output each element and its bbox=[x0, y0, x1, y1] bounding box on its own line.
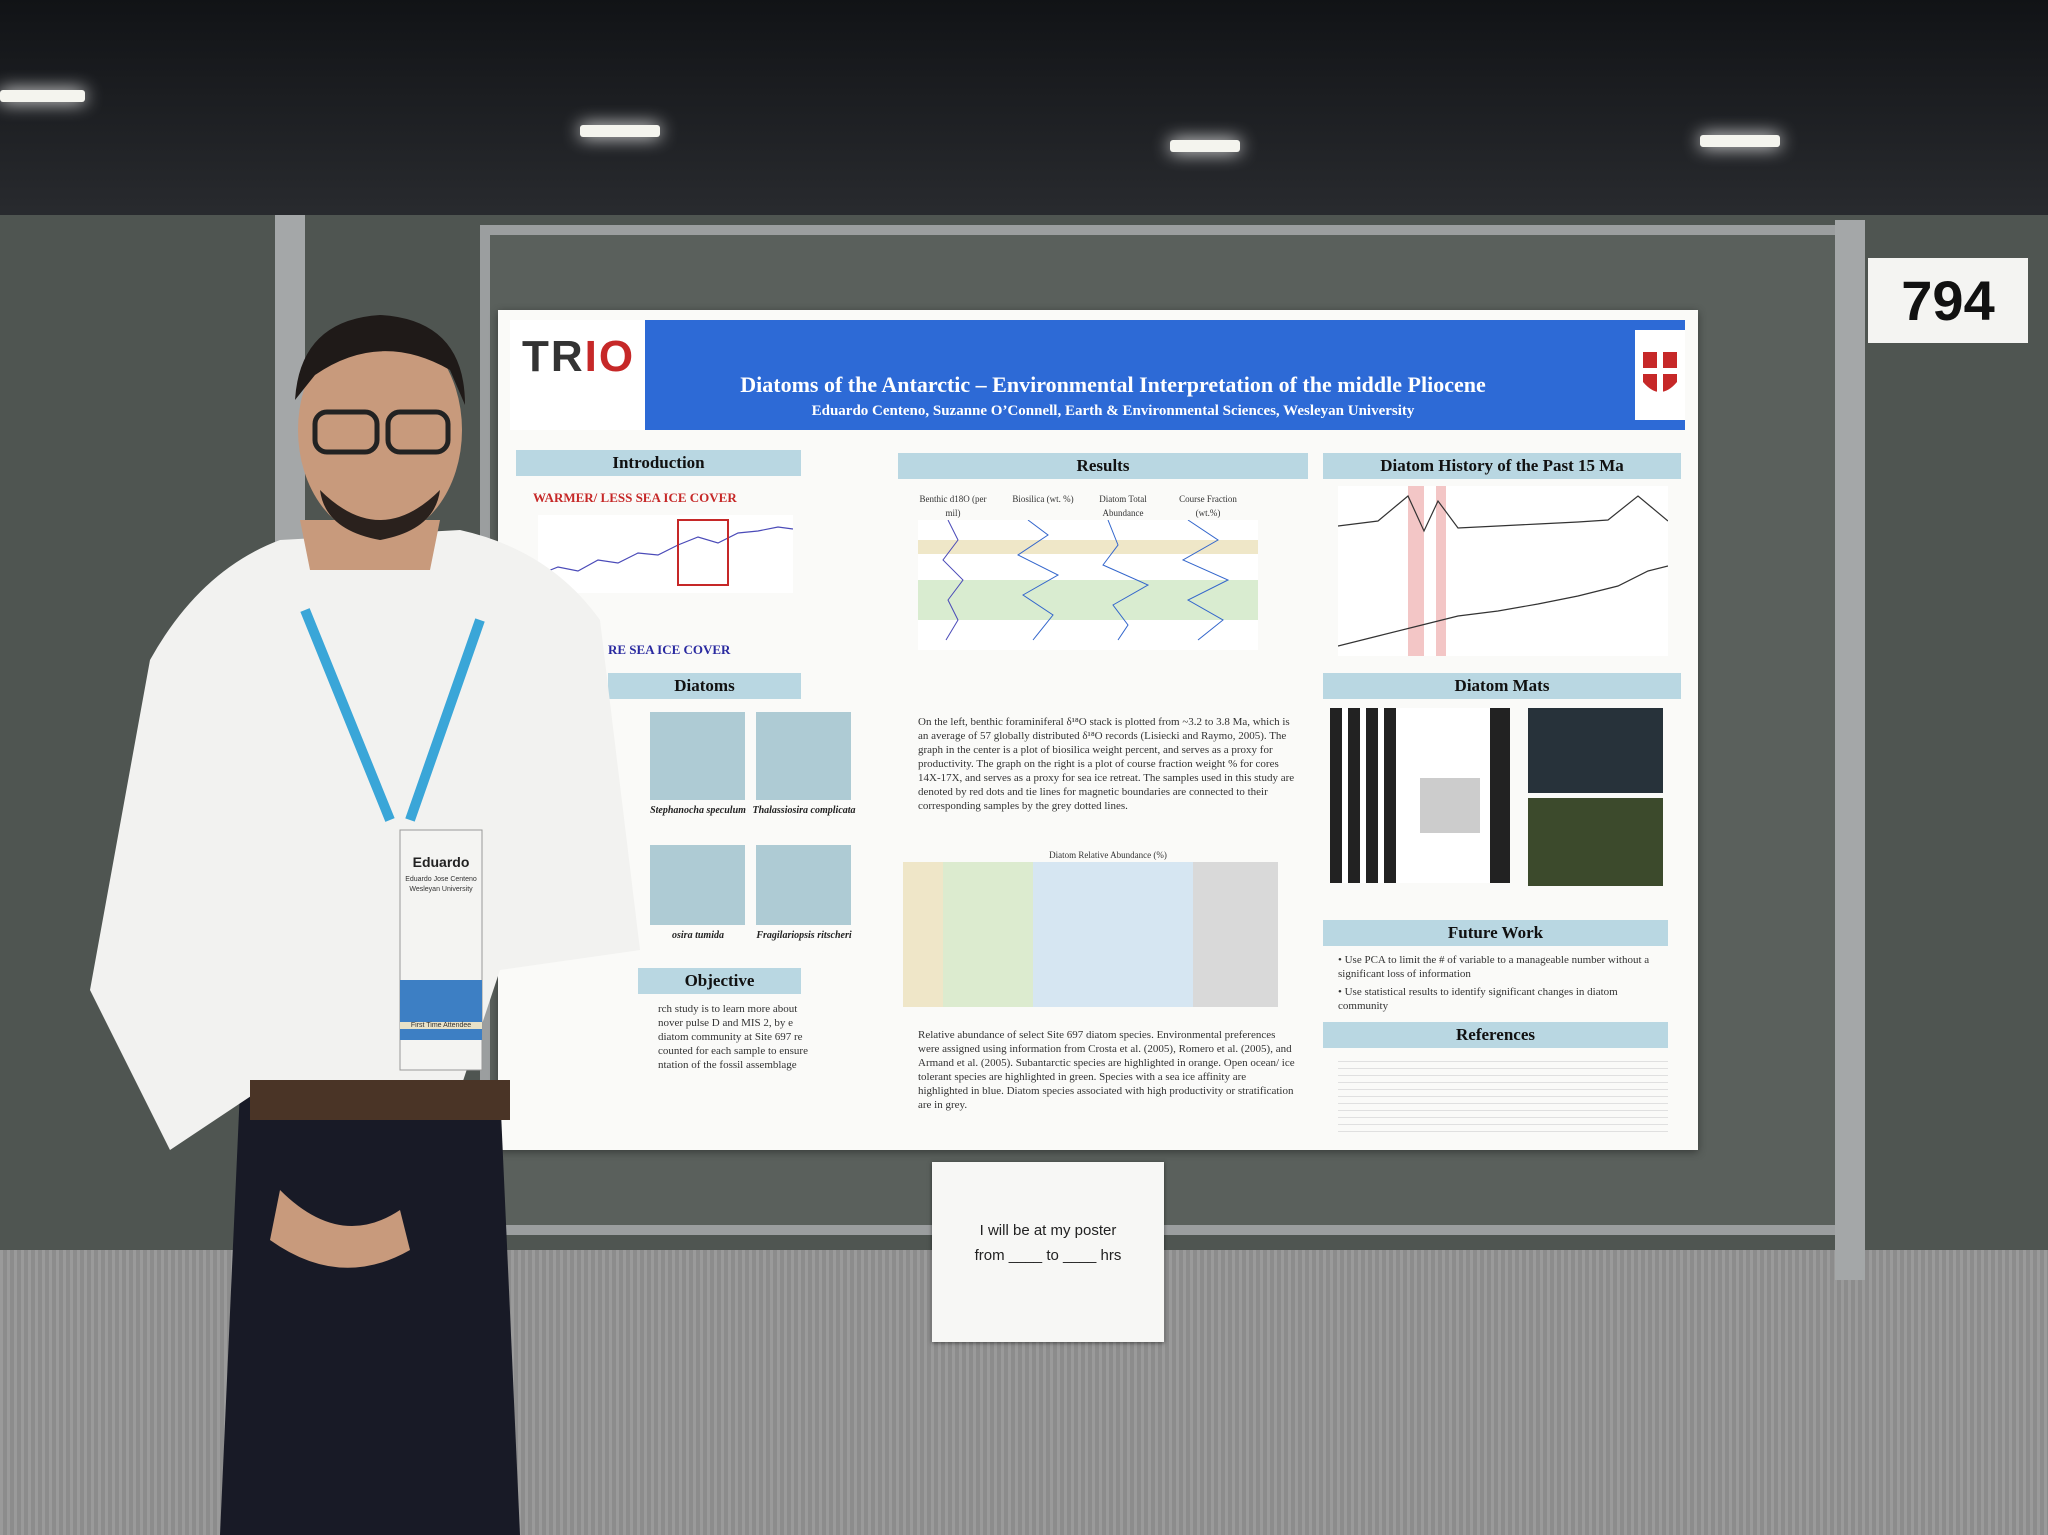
section-history: Diatom History of the Past 15 Ma bbox=[1323, 453, 1681, 479]
objective-text: rch study is to learn more about nover p… bbox=[658, 1003, 808, 1071]
badge-name: Eduardo bbox=[412, 854, 470, 870]
presenter-hours-sign: I will be at my poster from ____ to ____… bbox=[932, 1162, 1164, 1342]
future-work-item: • Use statistical results to identify si… bbox=[1338, 986, 1618, 1012]
diatom-micrograph bbox=[650, 712, 745, 800]
booth-number-card: 794 bbox=[1868, 258, 2028, 343]
history-chart bbox=[1337, 486, 1669, 656]
section-diatoms: Diatoms bbox=[608, 673, 801, 699]
results-column-label: Biosilica (wt. %) bbox=[1012, 494, 1074, 504]
badge-full-name: Eduardo Jose Centeno bbox=[405, 876, 477, 883]
research-poster: TRIO Diatoms of the Antarctic – Environm… bbox=[498, 310, 1698, 1150]
warmer-label: WARMER/ LESS SEA ICE COVER bbox=[533, 490, 737, 505]
ceiling bbox=[0, 0, 2048, 230]
abundance-text: Relative abundance of select Site 697 di… bbox=[918, 1029, 1295, 1111]
ceiling-light bbox=[1700, 135, 1780, 147]
results-column-label: Diatom Total Abundance bbox=[1099, 494, 1147, 518]
presenter-person bbox=[90, 315, 640, 1535]
sign-line: I will be at my poster bbox=[979, 1222, 1117, 1239]
university-crest-icon bbox=[1635, 330, 1685, 420]
diatom-micrograph bbox=[756, 712, 851, 800]
poster-title: Diatoms of the Antarctic – Environmental… bbox=[740, 372, 1486, 397]
colder-label: RE SEA ICE COVER bbox=[608, 642, 731, 657]
d18o-stack-chart bbox=[537, 515, 794, 593]
results-column-label: Benthic d18O (per mil) bbox=[919, 494, 987, 518]
section-objective: Objective bbox=[638, 968, 801, 994]
ceiling-light bbox=[1170, 140, 1240, 152]
results-text: On the left, benthic foraminiferal δ¹⁸O … bbox=[918, 716, 1295, 812]
trio-logo: TRIO bbox=[510, 320, 645, 430]
diatom-micrograph bbox=[650, 845, 745, 925]
diatom-caption: Thalassiosira complicata bbox=[752, 805, 856, 816]
results-proxy-charts bbox=[918, 519, 1258, 650]
section-mats: Diatom Mats bbox=[1323, 673, 1681, 699]
sign-line: from ____ to ____ hrs bbox=[974, 1247, 1122, 1264]
section-introduction: Introduction bbox=[516, 450, 801, 476]
poster-authors: Eduardo Centeno, Suzanne O’Connell, Eart… bbox=[811, 403, 1415, 419]
mat-micrograph bbox=[1528, 798, 1663, 886]
core-photo bbox=[1330, 708, 1510, 883]
ceiling-light bbox=[0, 90, 85, 102]
section-references: References bbox=[1323, 1022, 1668, 1048]
abundance-table bbox=[903, 862, 1278, 1007]
section-future-work: Future Work bbox=[1323, 920, 1668, 946]
diatom-caption: Stephanocha speculum bbox=[650, 805, 746, 816]
diatom-caption: Fragilariopsis ritscheri bbox=[756, 930, 852, 941]
poster-banner: TRIO bbox=[510, 320, 1685, 430]
badge-ribbon: First Time Attendee bbox=[400, 1022, 482, 1029]
future-work-item: • Use PCA to limit the # of variable to … bbox=[1338, 954, 1650, 980]
booth-number: 794 bbox=[1901, 269, 1995, 332]
references-text-block bbox=[1338, 1055, 1668, 1135]
section-results: Results bbox=[898, 453, 1308, 479]
abundance-title: Diatom Relative Abundance (%) bbox=[1049, 850, 1167, 860]
ceiling-light bbox=[580, 125, 660, 137]
booth-post bbox=[1835, 220, 1865, 1280]
results-column-label: Course Fraction (wt.%) bbox=[1179, 494, 1237, 518]
diatom-micrograph bbox=[756, 845, 851, 925]
diatom-caption: osira tumida bbox=[672, 930, 724, 941]
mat-micrograph bbox=[1528, 708, 1663, 793]
badge-org: Wesleyan University bbox=[409, 886, 473, 893]
